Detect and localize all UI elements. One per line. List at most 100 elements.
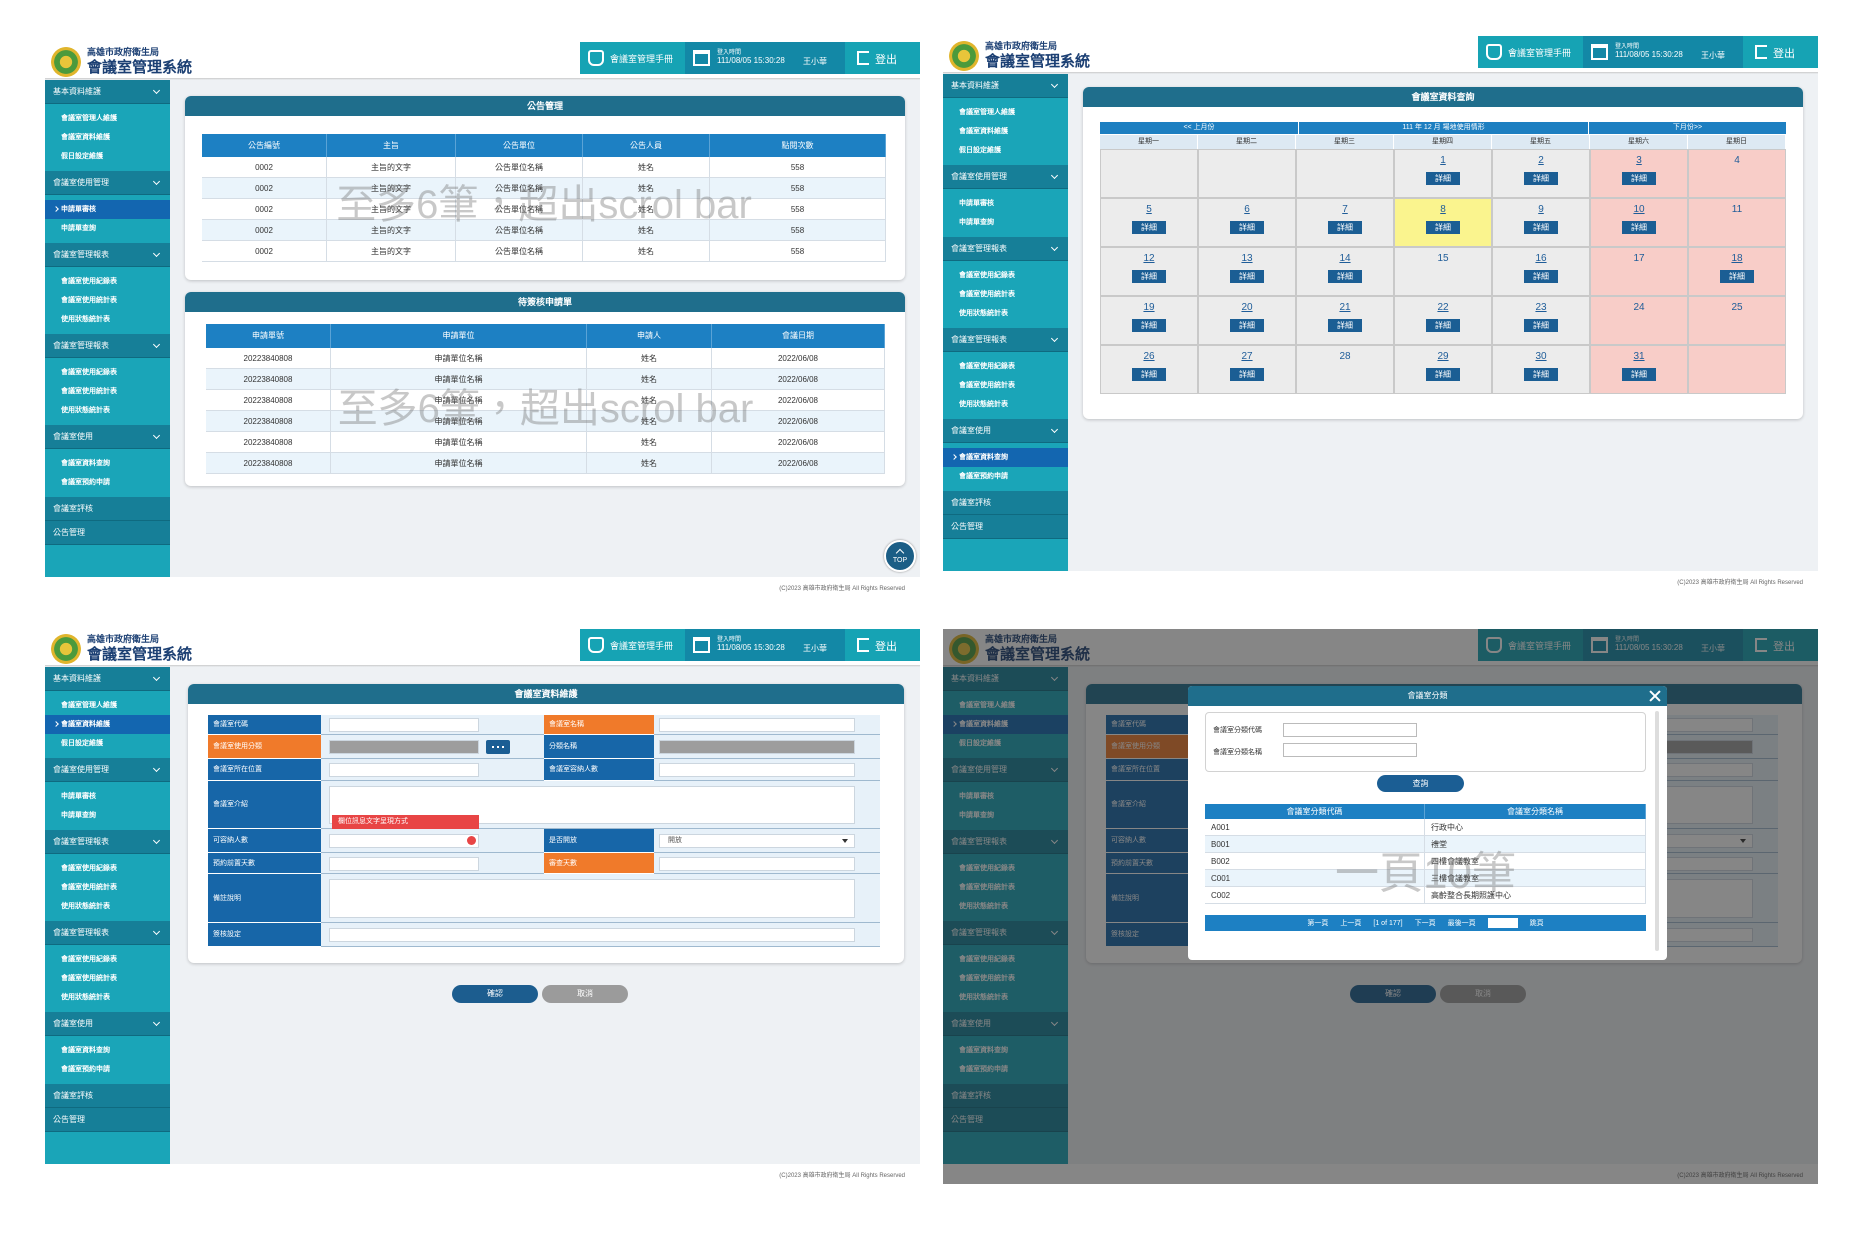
menu-item[interactable]: 會議室使用統計表 (61, 297, 117, 304)
menu-item[interactable]: 會議室資料查詢 (61, 460, 110, 467)
text-input[interactable] (329, 740, 479, 754)
pager-prev[interactable]: 上一頁 (1340, 920, 1362, 927)
detail-button[interactable]: 詳細 (1230, 270, 1264, 283)
lookup-button[interactable] (486, 740, 510, 754)
menu-item[interactable]: 會議室管理人維護 (61, 115, 117, 122)
day-number[interactable]: 9 (1538, 204, 1544, 215)
detail-button[interactable]: 詳細 (1328, 319, 1362, 332)
detail-button[interactable]: 詳細 (1720, 270, 1754, 283)
text-input[interactable] (659, 856, 855, 871)
menu-item[interactable]: 申請單審核 (959, 200, 994, 207)
day-number[interactable]: 22 (1437, 302, 1449, 313)
menu-section[interactable]: 會議室使用管理 (943, 165, 1068, 189)
menu-item[interactable]: 會議室使用統計表 (959, 291, 1015, 298)
day-number[interactable]: 27 (1241, 351, 1253, 362)
detail-button[interactable]: 詳細 (1622, 221, 1656, 234)
logout[interactable]: 登出 (845, 629, 920, 661)
day-number[interactable]: 31 (1633, 351, 1645, 362)
menu-item[interactable]: 使用狀態統計表 (959, 310, 1008, 317)
text-input[interactable] (329, 879, 855, 918)
menu-item[interactable]: 會議室使用紀錄表 (61, 865, 117, 872)
cancel-button[interactable]: 取消 (542, 985, 628, 1003)
menu-section[interactable]: 會議室評核 (45, 497, 170, 521)
detail-button[interactable]: 詳細 (1524, 221, 1558, 234)
detail-button[interactable]: 詳細 (1132, 319, 1166, 332)
detail-button[interactable]: 詳細 (1524, 270, 1558, 283)
menu-item[interactable]: 使用狀態統計表 (61, 903, 110, 910)
text-input[interactable] (659, 740, 855, 754)
menu-item[interactable]: 會議室使用紀錄表 (959, 363, 1015, 370)
day-number[interactable]: 12 (1143, 253, 1155, 264)
logout[interactable]: 登出 (845, 42, 920, 74)
detail-button[interactable]: 詳細 (1230, 221, 1264, 234)
menu-section[interactable]: 會議室評核 (943, 491, 1068, 515)
menu-item[interactable]: 會議室管理人維護 (959, 109, 1015, 116)
text-input[interactable] (329, 763, 479, 777)
text-input[interactable] (659, 718, 855, 732)
menu-item[interactable]: 申請單審核 (61, 793, 96, 800)
text-input[interactable] (1283, 723, 1417, 737)
text-input[interactable] (659, 763, 855, 777)
day-number[interactable]: 8 (1440, 204, 1446, 215)
day-number[interactable]: 10 (1633, 204, 1645, 215)
detail-button[interactable]: 詳細 (1622, 172, 1656, 185)
menu-section[interactable]: 基本資料維護 (943, 74, 1068, 98)
menu-item[interactable]: 申請單查詢 (61, 225, 96, 232)
menu-item[interactable]: 假日設定維護 (959, 147, 1001, 154)
menu-item[interactable]: 會議室預約申請 (61, 479, 110, 486)
day-number[interactable]: 14 (1339, 253, 1351, 264)
pager-first[interactable]: 第一頁 (1307, 920, 1329, 927)
detail-button[interactable]: 詳細 (1524, 319, 1558, 332)
detail-button[interactable]: 詳細 (1426, 319, 1460, 332)
menu-item[interactable]: 使用狀態統計表 (61, 407, 110, 414)
menu-section[interactable]: 會議室管理報表 (943, 328, 1068, 352)
menu-item[interactable]: 會議室使用紀錄表 (61, 956, 117, 963)
menu-item[interactable]: 會議室使用紀錄表 (61, 369, 117, 376)
detail-button[interactable]: 詳細 (1132, 368, 1166, 381)
month-nav-next[interactable]: 下月份>> (1589, 122, 1786, 134)
detail-button[interactable]: 詳細 (1622, 368, 1656, 381)
day-number[interactable]: 2 (1538, 155, 1544, 166)
menu-item[interactable]: 會議室使用統計表 (959, 382, 1015, 389)
menu-item[interactable]: 會議室使用統計表 (61, 975, 117, 982)
day-number[interactable]: 16 (1535, 253, 1547, 264)
close-button[interactable] (1647, 688, 1663, 704)
menu-section[interactable]: 會議室管理報表 (45, 334, 170, 358)
menu-section[interactable]: 會議室使用 (45, 1012, 170, 1036)
menu-section[interactable]: 會議室管理報表 (943, 237, 1068, 261)
menu-section[interactable]: 會議室管理報表 (45, 243, 170, 267)
detail-button[interactable]: 詳細 (1426, 221, 1460, 234)
menu-section[interactable]: 會議室使用管理 (45, 171, 170, 195)
text-input[interactable] (329, 718, 479, 732)
detail-button[interactable]: 詳細 (1132, 221, 1166, 234)
menu-item[interactable]: 會議室資料維護 (61, 721, 110, 728)
day-number[interactable]: 21 (1339, 302, 1351, 313)
search-button[interactable]: 查詢 (1377, 775, 1464, 792)
pager-last[interactable]: 最後一頁 (1447, 920, 1476, 927)
day-number[interactable]: 30 (1535, 351, 1547, 362)
menu-item[interactable]: 會議室資料維護 (61, 134, 110, 141)
menu-item[interactable]: 會議室使用統計表 (61, 388, 117, 395)
day-number[interactable]: 13 (1241, 253, 1253, 264)
pager-next[interactable]: 下一頁 (1414, 920, 1436, 927)
detail-button[interactable]: 詳細 (1328, 221, 1362, 234)
page-input[interactable] (1487, 918, 1518, 928)
menu-item[interactable]: 假日設定維護 (61, 740, 103, 747)
menu-section[interactable]: 會議室評核 (45, 1084, 170, 1108)
day-number[interactable]: 29 (1437, 351, 1449, 362)
text-input[interactable] (329, 834, 479, 848)
menu-section[interactable]: 基本資料維護 (45, 667, 170, 691)
logout[interactable]: 登出 (1743, 36, 1818, 68)
menu-section[interactable]: 公告管理 (45, 1108, 170, 1132)
menu-item[interactable]: 使用狀態統計表 (61, 994, 110, 1001)
manual-link[interactable]: 會議室管理手冊 (1478, 36, 1583, 68)
top-button[interactable]: TOP (884, 540, 916, 572)
day-number[interactable]: 19 (1143, 302, 1155, 313)
day-number[interactable]: 6 (1244, 204, 1250, 215)
menu-section[interactable]: 基本資料維護 (45, 80, 170, 104)
menu-section[interactable]: 會議室使用管理 (45, 758, 170, 782)
menu-item[interactable]: 假日設定維護 (61, 153, 103, 160)
text-input[interactable] (329, 928, 855, 942)
menu-item[interactable]: 會議室資料查詢 (959, 454, 1008, 461)
menu-item[interactable]: 會議室預約申請 (959, 473, 1008, 480)
